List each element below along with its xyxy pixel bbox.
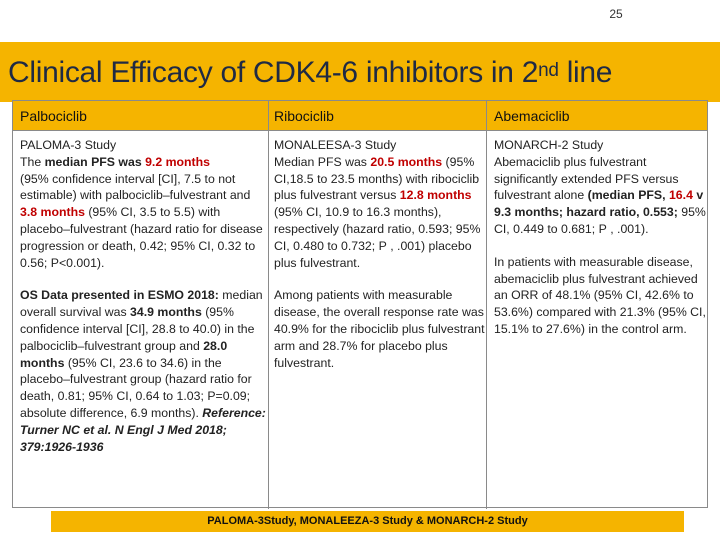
- text-segment: (95% CI,18.5 to 23.5 months) with riboci…: [274, 154, 480, 203]
- text-segment: PALOMA-3 Study: [20, 138, 117, 152]
- text-segment: (95% CI, 3.5 to 5.5) with placebo–fulves…: [20, 205, 263, 270]
- title-suffix: line: [558, 56, 613, 89]
- text-segment: ; hazard ratio, 0.553;: [558, 205, 682, 220]
- text-segment: 3.8 months: [20, 205, 85, 220]
- text-segment: Abemaciclib plus fulvestrant significant…: [494, 154, 679, 203]
- column-abemaciclib: MONARCH-2 Study Abemaciclib plus fulvestr…: [487, 131, 707, 509]
- text-segment: 12.8 months: [399, 188, 472, 203]
- title-band: [0, 42, 720, 102]
- column-palbociclib: PALOMA-3 Study The median PFS was 9.2 mon…: [13, 131, 269, 509]
- column-paragraph: MONARCH-2 Study Abemaciclib plus fulvestr…: [494, 137, 707, 238]
- header-palbociclib: Palbociclib: [20, 108, 87, 124]
- text-segment: median PFS was: [44, 154, 146, 169]
- text-segment: (95% CI, 10.9 to 16.3 months), respectiv…: [274, 205, 481, 270]
- page-number: 25: [609, 7, 623, 21]
- text-segment: (95% CI, 23.6 to 34.6) in the placebo–fu…: [20, 355, 252, 420]
- paragraph-gap: [494, 238, 707, 254]
- header-divider: [268, 101, 269, 131]
- table-header-row: Palbociclib Ribociclib Abemaciclib: [13, 101, 707, 131]
- text-segment: The: [20, 154, 45, 169]
- title-superscript: nd: [538, 60, 559, 81]
- column-paragraph: In patients with measurable disease, abe…: [494, 254, 707, 338]
- column-paragraph: PALOMA-3 Study The median PFS was 9.2 mon…: [20, 137, 268, 271]
- text-segment: (median PFS,: [587, 188, 669, 203]
- column-paragraph: OS Data presented in ESMO 2018: median o…: [20, 287, 268, 455]
- text-segment: 34.9 months: [130, 305, 202, 320]
- text-segment: MONARCH-2 Study: [494, 138, 604, 152]
- header-abemaciclib: Abemaciclib: [494, 108, 570, 124]
- text-segment: (95% confidence interval [CI], 7.5 to no…: [20, 171, 251, 203]
- column-paragraph: Among patients with measurable disease, …: [274, 287, 486, 371]
- footer-caption: PALOMA-3Study, MONALEEZA-3 Study & MONAR…: [51, 511, 684, 532]
- page-title: Clinical Efficacy of CDK4-6 inhibitors i…: [8, 52, 720, 94]
- text-segment: Reference: Turner NC et al. N Engl J Med…: [20, 405, 266, 454]
- text-segment: (95% confidence interval [CI], 28.8 to 4…: [20, 305, 255, 353]
- text-segment: MONALEESA-3 Study: [274, 138, 397, 152]
- title-main: Clinical Efficacy of CDK4-6 inhibitors i…: [8, 56, 539, 89]
- text-segment: median overall survival was: [20, 288, 263, 320]
- text-segment: 16.4: [668, 188, 693, 203]
- text-segment: Among patients with measurable disease, …: [274, 288, 485, 370]
- column-ribociclib: MONALEESA-3 Study Median PFS was 20.5 mon…: [269, 131, 487, 509]
- header-ribociclib: Ribociclib: [274, 108, 334, 124]
- text-segment: 9.2 months: [145, 154, 210, 169]
- text-segment: OS Data presented in ESMO 2018:: [20, 288, 219, 303]
- column-paragraph: MONALEESA-3 Study Median PFS was 20.5 mon…: [274, 137, 486, 271]
- text-segment: Median PFS was: [274, 154, 371, 169]
- text-segment: 20.5 months: [370, 154, 443, 169]
- comparison-table: Palbociclib Ribociclib Abemaciclib PALOM…: [12, 100, 708, 509]
- text-segment: 95% CI, 0.449 to 0.681; P , .001).: [494, 205, 706, 236]
- text-segment: 28.0 months: [20, 338, 228, 370]
- paragraph-gap: [274, 271, 486, 287]
- text-segment: v 9.3 months: [494, 188, 704, 220]
- paragraph-gap: [20, 271, 268, 287]
- text-segment: In patients with measurable disease, abe…: [494, 254, 706, 336]
- header-divider: [486, 101, 487, 131]
